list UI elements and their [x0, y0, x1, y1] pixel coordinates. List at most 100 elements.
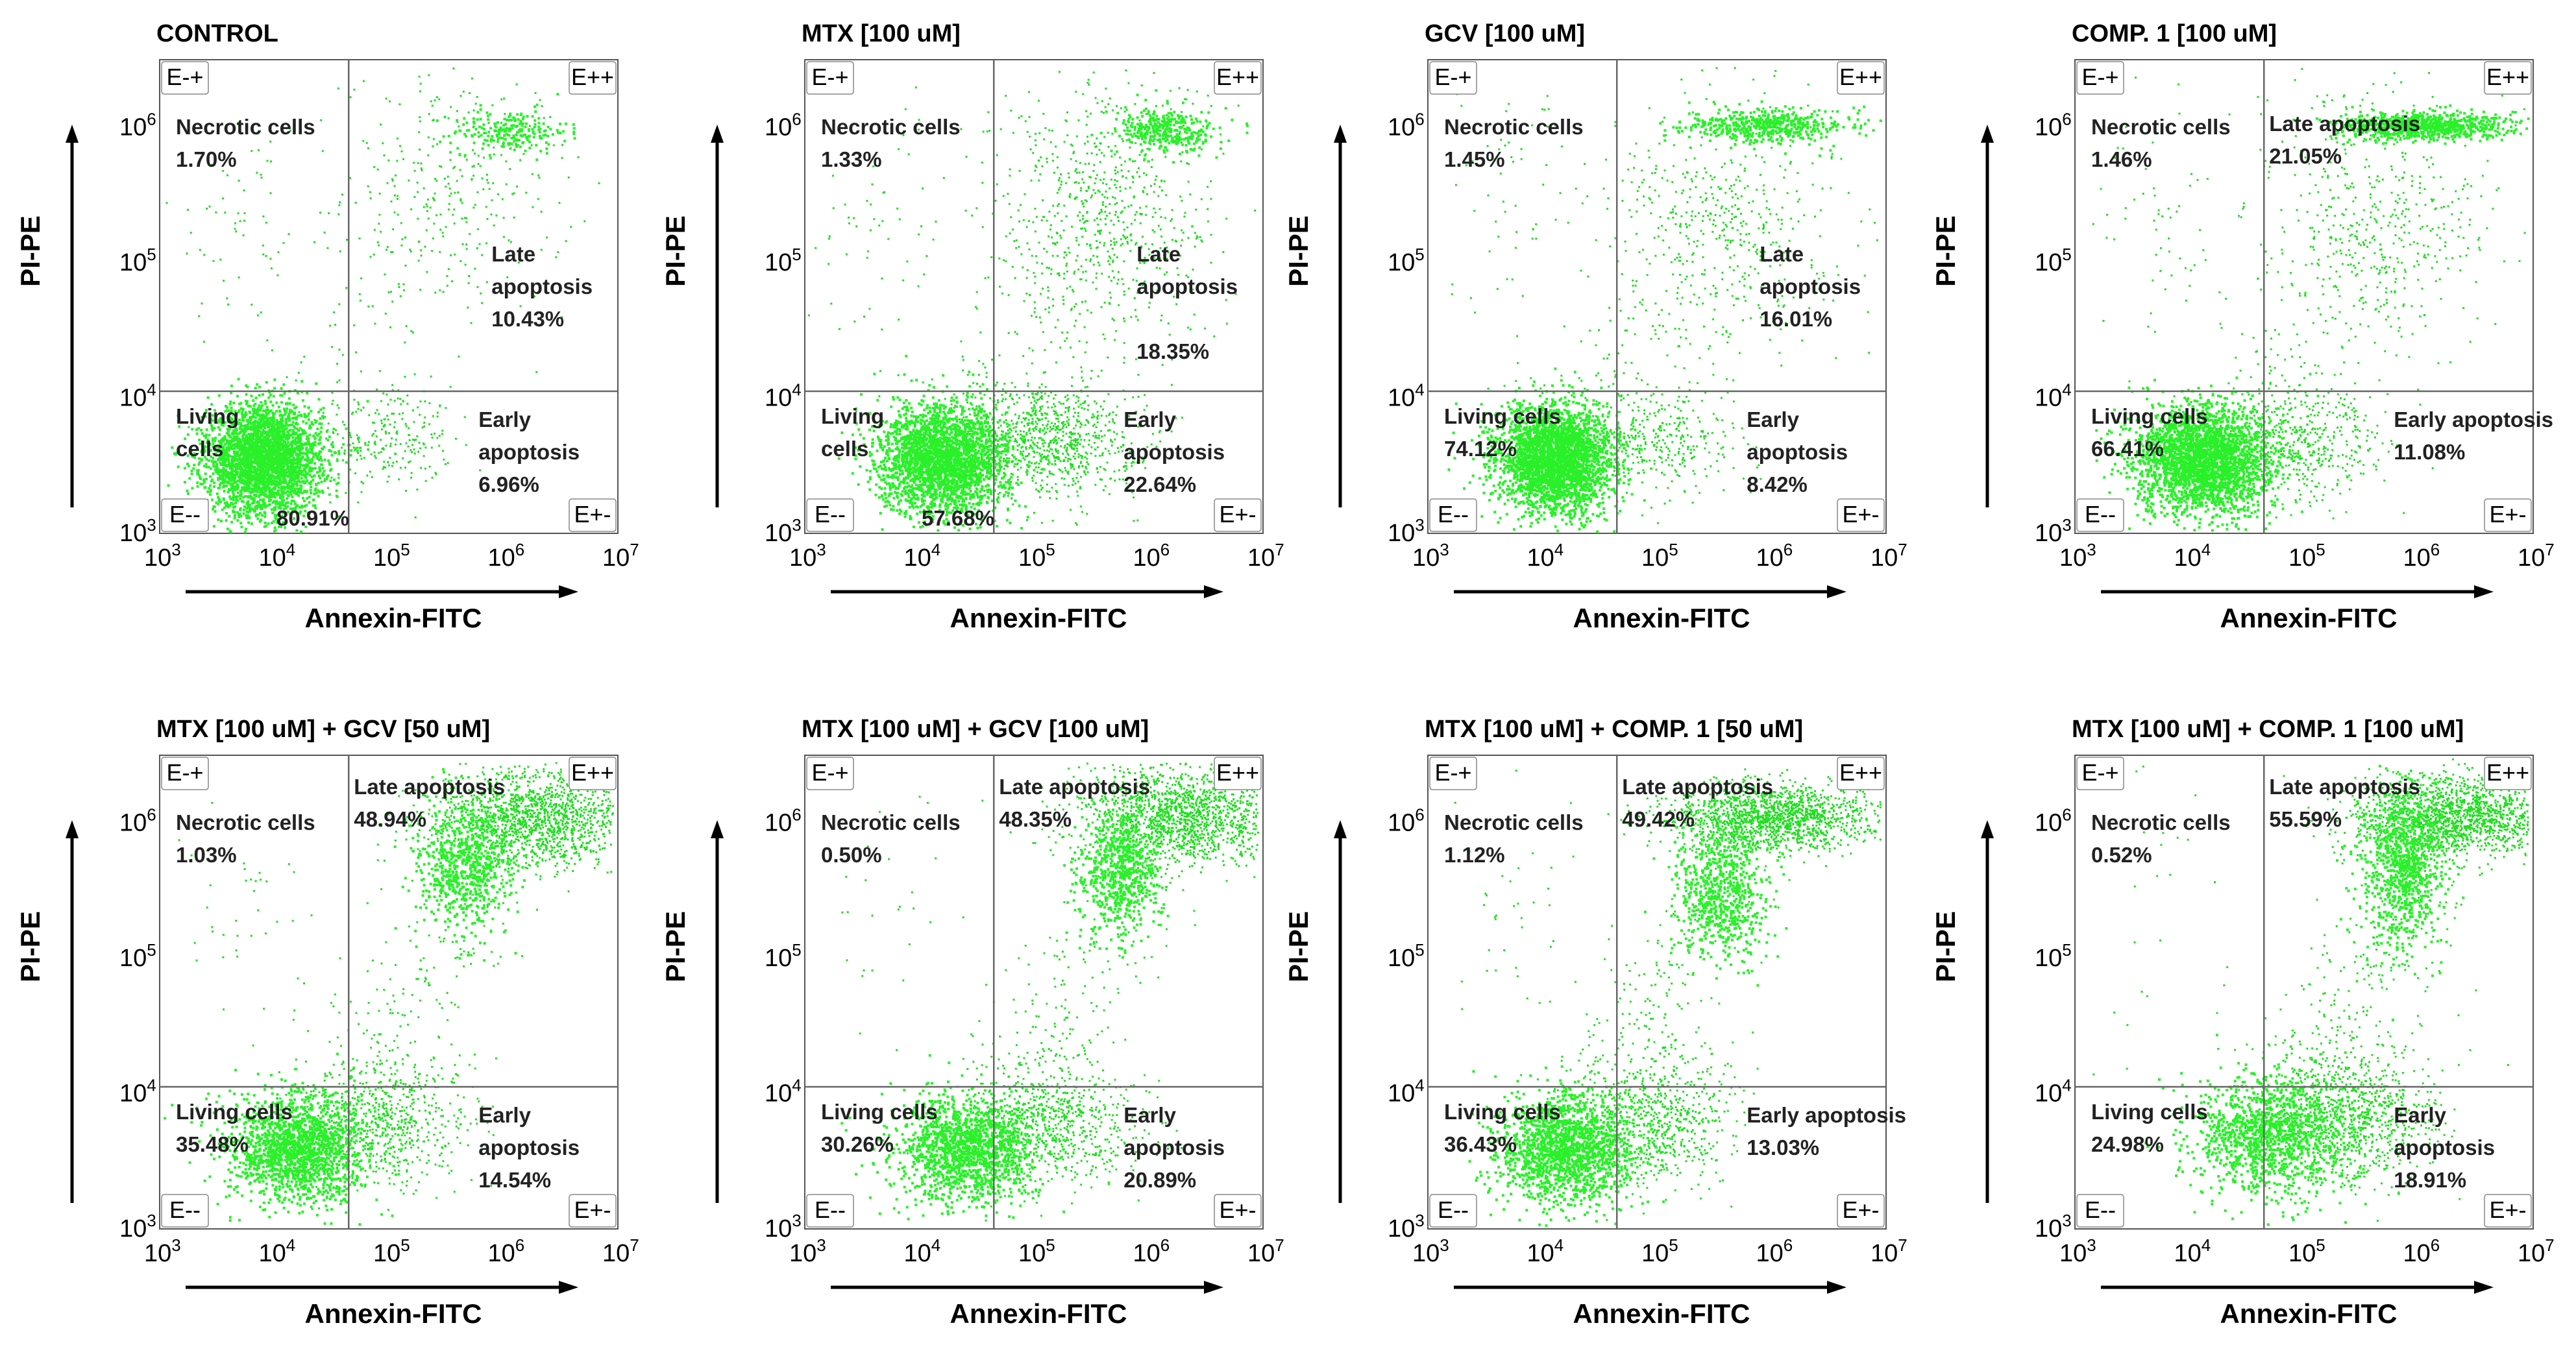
quadrant-label-ul-box — [161, 61, 209, 95]
late-annotation-line: Late apoptosis — [999, 775, 1150, 799]
x-axis-label: Annexin-FITC — [305, 1298, 482, 1329]
living-annotation-line: Living — [821, 404, 884, 428]
panel-title: CONTROL — [156, 20, 278, 47]
x-axis-arrowhead — [2474, 585, 2494, 598]
late-annotation-line: Late — [1760, 242, 1804, 266]
population-dots — [2336, 764, 2465, 1021]
living-annotation-line: Living cells — [1444, 404, 1561, 428]
x-tick-label: 105 — [373, 1235, 410, 1267]
x-tick-label: 105 — [1641, 540, 1678, 572]
necrotic-annotation-line: Necrotic cells — [821, 115, 961, 139]
y-tick-label: 103 — [1388, 1211, 1425, 1243]
population-dots — [167, 378, 369, 533]
x-tick-label: 107 — [1247, 1235, 1284, 1267]
necrotic-annotation-line: 1.33% — [821, 147, 882, 171]
quadrant-label-ul: E-+ — [1434, 64, 1471, 90]
quadrant-label-lr: E+- — [1842, 501, 1879, 528]
x-tick-label: 104 — [2174, 540, 2211, 572]
x-tick-label: 104 — [904, 1235, 941, 1267]
late-annotation-line: Late apoptosis — [2269, 775, 2420, 799]
x-tick-label: 105 — [1018, 540, 1055, 572]
plot-frame — [2074, 755, 2534, 1230]
y-tick-label: 105 — [765, 940, 802, 972]
early-annotation-line: Early — [2394, 1103, 2446, 1127]
y-axis-arrowhead — [711, 820, 724, 838]
x-tick-label: 103 — [2059, 540, 2096, 572]
late-annotation-line: apoptosis — [1760, 274, 1861, 298]
y-tick-label: 103 — [1388, 515, 1425, 547]
x-axis-arrowhead — [559, 1281, 578, 1294]
late-annotation-line: 49.42% — [1622, 807, 1695, 831]
necrotic-annotation-line: 1.12% — [1444, 843, 1505, 867]
quadrant-label-ur-box — [569, 61, 617, 95]
quadrant-label-ul-box — [1429, 757, 1477, 790]
population-dots — [935, 69, 1257, 443]
panel-5: MTX [100 uM] + GCV [50 uM] E-+ E++ E-- E+- Ne… — [15, 716, 639, 1329]
x-axis-arrowhead — [1827, 1281, 1846, 1294]
x-tick-label: 107 — [1871, 1235, 1907, 1267]
living-annotation-line: Living cells — [176, 1100, 293, 1124]
x-tick-label: 107 — [602, 540, 639, 572]
transition-dots — [1526, 769, 1807, 1221]
y-tick-label: 106 — [119, 109, 156, 141]
early-annotation-line: apoptosis — [478, 1135, 580, 1159]
late-annotation-line: 48.94% — [354, 807, 426, 831]
early-annotation-line: apoptosis — [1747, 440, 1848, 464]
x-tick-label: 105 — [2288, 1235, 2325, 1267]
living-annotation-line: cells — [176, 437, 223, 461]
y-tick-label: 104 — [119, 1075, 156, 1107]
y-tick-label: 104 — [1388, 1075, 1425, 1107]
panel-8: MTX [100 uM] + COMP. 1 [100 uM] E-+ E++ E--… — [1930, 716, 2555, 1329]
x-tick-label: 105 — [1018, 1235, 1055, 1267]
quadrant-label-ul: E-+ — [2081, 759, 2118, 786]
quadrant-label-ll-box — [2076, 1194, 2124, 1228]
y-tick-label: 106 — [119, 805, 156, 836]
quadrant-label-lr-box — [1837, 498, 1885, 532]
quadrant-label-ul-box — [806, 757, 854, 790]
population-dots — [1090, 89, 1249, 163]
x-axis-label: Annexin-FITC — [1573, 603, 1750, 633]
y-tick-label: 106 — [1388, 109, 1425, 141]
quadrant-label-ur-box — [1214, 61, 1262, 95]
late-annotation-line: apoptosis — [491, 274, 593, 298]
quadrant-label-ur-box — [1837, 61, 1885, 95]
quadrant-label-lr: E+- — [1842, 1196, 1879, 1223]
late-annotation-line: 10.43% — [491, 307, 564, 331]
population-dots — [376, 762, 615, 893]
quadrant-label-ll-box — [2076, 498, 2124, 532]
necrotic-annotation-line: 1.45% — [1444, 147, 1505, 171]
y-axis-arrowhead — [1334, 125, 1347, 143]
y-tick-label: 106 — [2035, 805, 2072, 836]
necrotic-annotation-line: Necrotic cells — [2091, 115, 2231, 139]
x-tick-label: 106 — [2403, 1235, 2440, 1267]
quadrant-label-ll-box — [1429, 498, 1477, 532]
quadrant-label-ul: E-+ — [811, 759, 848, 786]
early-annotation-line: apoptosis — [478, 440, 580, 464]
living-annotation-line: 66.41% — [2091, 437, 2164, 461]
quadrant-label-lr: E+- — [2489, 1196, 2526, 1223]
necrotic-annotation-line: Necrotic cells — [2091, 810, 2231, 834]
y-tick-label: 103 — [765, 1211, 802, 1243]
quadrant-label-ur: E++ — [1839, 759, 1882, 786]
early-annotation-line: Early apoptosis — [2394, 407, 2553, 431]
x-axis-label: Annexin-FITC — [950, 1298, 1127, 1329]
quadrant-label-ul-box — [1429, 61, 1477, 95]
population-dots — [2144, 1034, 2400, 1226]
population-dots — [1520, 1002, 1759, 1215]
x-tick-label: 107 — [1871, 540, 1907, 572]
population-dots — [2283, 762, 2530, 880]
y-tick-label: 104 — [2035, 1075, 2072, 1107]
late-annotation-line: 18.35% — [1136, 339, 1209, 363]
y-tick-label: 105 — [2035, 940, 2072, 972]
necrotic-annotation-line: Necrotic cells — [176, 115, 315, 139]
y-axis-label: PI-PE — [15, 911, 45, 982]
y-axis-arrowhead — [1334, 820, 1347, 838]
x-tick-label: 103 — [2059, 1235, 2096, 1267]
y-axis-arrowhead — [66, 820, 79, 838]
x-tick-label: 104 — [259, 1235, 296, 1267]
x-axis-label: Annexin-FITC — [1573, 1298, 1750, 1329]
necrotic-annotation-line: 1.70% — [176, 147, 237, 171]
panel-title: MTX [100 uM] + COMP. 1 [50 uM] — [1425, 716, 1803, 743]
population-dots — [2292, 104, 2530, 145]
late-annotation-line: 21.05% — [2269, 144, 2342, 168]
